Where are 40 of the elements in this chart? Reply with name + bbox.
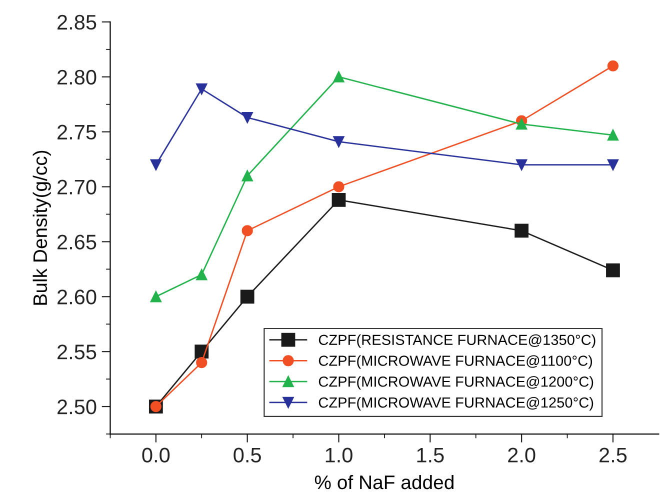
y-tick-label: 2.80 [58, 70, 96, 85]
point [333, 71, 344, 82]
x-tick-label: 2.0 [508, 448, 536, 463]
point [196, 357, 208, 368]
point [242, 112, 253, 124]
y-tick-label: 2.65 [58, 234, 96, 250]
point [150, 159, 162, 170]
point [242, 225, 253, 236]
y-tick-label: 2.85 [58, 14, 96, 30]
point [516, 159, 528, 170]
legend-label: CZPF(RESISTANCE FURNACE@1350°C) [318, 334, 596, 348]
point [516, 118, 528, 130]
y-tick-label: 2.55 [58, 344, 96, 360]
legend-label: CZPF(MICROWAVE FURNACE@1100°C) [318, 355, 592, 369]
x-tick-label: 0.0 [142, 448, 170, 463]
y-axis-title: Bulk Density(g/cc) [32, 150, 51, 305]
x-tick-label: 0.5 [234, 448, 261, 463]
point [242, 170, 253, 182]
point [240, 290, 254, 304]
point [196, 269, 208, 280]
point [607, 159, 619, 170]
point [196, 83, 208, 94]
x-tick-label: 1.0 [326, 448, 352, 463]
x-axis-title: % of NaF added [314, 474, 454, 490]
point [333, 136, 344, 148]
y-tick-label: 2.50 [58, 400, 96, 414]
x-tick-label: 2.5 [600, 448, 627, 463]
point [333, 181, 344, 192]
y-tick-label: 2.70 [58, 180, 96, 195]
legend-label: CZPF(MICROWAVE FURNACE@1200°C) [318, 376, 594, 390]
point [514, 224, 529, 238]
point [607, 60, 619, 72]
legend-label: CZPF(MICROWAVE FURNACE@1250°C) [318, 396, 594, 411]
point [150, 291, 162, 302]
x-tick-label: 1.5 [417, 448, 444, 463]
y-tick-label: 2.75 [58, 124, 96, 140]
point [606, 263, 620, 278]
point [332, 192, 346, 207]
y-tick-label: 2.60 [58, 290, 96, 304]
point [607, 130, 619, 141]
